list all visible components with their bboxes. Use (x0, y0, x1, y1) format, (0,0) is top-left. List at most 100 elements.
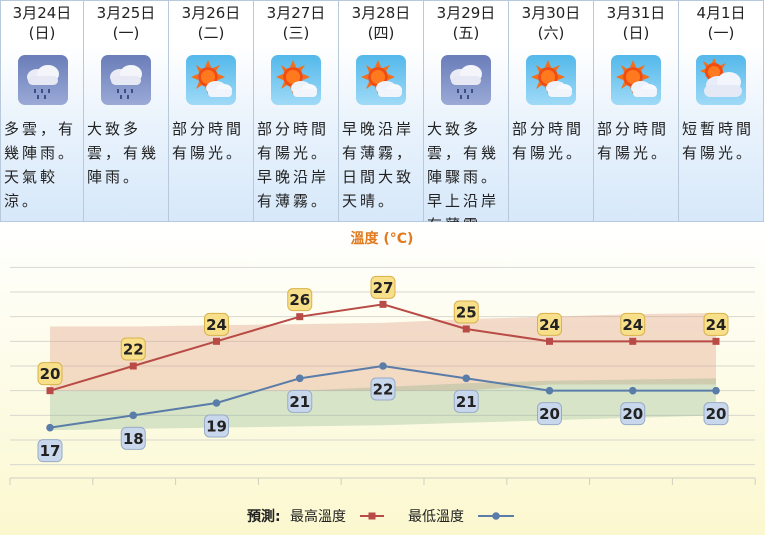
min-temp-label-box (204, 414, 229, 438)
min-temp-point (129, 411, 138, 420)
forecast-description: 部分時間有陽光。 (512, 120, 585, 162)
forecast-weekday: (二) (197, 24, 225, 42)
min-temp-label-box (120, 426, 146, 450)
min-temp-point (379, 362, 387, 370)
min-temp-point (212, 399, 221, 407)
min-temp-label: 20 (539, 405, 560, 423)
min-temp-label-box (37, 439, 63, 463)
forecast-description: 短暫時間有陽光。 (682, 120, 755, 162)
forecast-weekday: (四) (367, 24, 395, 42)
min-temp-label: 17 (40, 442, 61, 460)
min-temp-label-box (703, 402, 729, 426)
max-temp-label: 24 (206, 316, 227, 334)
forecast-day: 3月29日 (五) 大致多雲，有幾陣驟雨。早上沿岸有薄霧。 (424, 0, 509, 234)
sun-cloud-icon (611, 55, 661, 105)
forecast-day: 3月27日 (三) 部分時間有陽光。早晚沿岸有薄霧。 (254, 0, 339, 222)
max-temp-label-box (204, 312, 229, 336)
max-temp-label: 20 (40, 365, 61, 383)
min-temp-point (46, 423, 54, 432)
max-temp-point (296, 313, 304, 321)
forecast-description: 早晚沿岸有薄霧，日間大致天晴。 (342, 120, 415, 210)
max-temp-label: 24 (622, 316, 643, 334)
forecast-description: 部分時間有陽光。早晚沿岸有薄霧。 (257, 120, 330, 210)
max-temp-point (546, 337, 553, 345)
min-temp-point (462, 374, 471, 383)
max-temp-label: 25 (456, 304, 477, 322)
forecast-date: 3月28日 (351, 4, 411, 22)
min-temp-label: 20 (706, 405, 727, 423)
min-temp-label: 19 (206, 418, 227, 436)
min-temp-label-box (287, 389, 313, 413)
max-temp-point (129, 362, 137, 370)
max-temp-label: 27 (373, 279, 394, 297)
forecast-day: 3月26日 (二) 部分時間有陽光。 (169, 0, 254, 222)
forecast-weekday: (三) (282, 24, 310, 42)
sun-big-cloud-icon (696, 55, 746, 105)
legend-prefix: 預測: (247, 508, 281, 525)
max-temp-label-box (703, 312, 729, 336)
forecast-description: 多雲，有幾陣雨。天氣較涼。 (4, 120, 77, 210)
chart-svg: 溫度 (°C) 20 22 24 26 27 25 24 24 24 17 18 19 21 22 21 20 2… (0, 222, 765, 535)
max-temp-label: 22 (123, 341, 144, 359)
forecast-date: 3月24日 (12, 4, 72, 22)
forecast-weekday: (日) (28, 24, 56, 42)
max-temp-label: 24 (706, 316, 727, 334)
max-temp-label-box (287, 288, 313, 312)
forecast-weekday: (日) (622, 24, 650, 42)
forecast-weekday: (六) (537, 24, 565, 42)
forecast-strip: 3月24日 (日) 多雲，有幾陣雨。天氣較涼。 3月25日 (一) (0, 0, 765, 234)
legend-min-label: 最低溫度 (408, 509, 464, 525)
min-temp-label: 22 (373, 381, 394, 399)
max-temp-label-box (370, 275, 396, 299)
min-temp-point (545, 386, 554, 395)
max-temp-point (46, 387, 54, 395)
forecast-weekday: (五) (452, 24, 480, 42)
max-temp-label-box (120, 337, 146, 361)
forecast-date: 3月25日 (96, 4, 156, 22)
forecast-description: 大致多雲，有幾陣驟雨。早上沿岸有薄霧。 (427, 120, 500, 234)
min-temp-label-box (453, 389, 479, 413)
temperature-chart: 溫度 (°C) 20 22 24 26 27 25 24 24 24 17 18 19 21 22 21 20 2… (0, 222, 765, 535)
forecast-weekday: (一) (112, 24, 140, 42)
min-temp-label-box (537, 402, 562, 426)
max-temp-label: 24 (539, 316, 560, 334)
max-temp-label-box (453, 300, 479, 324)
min-temp-label: 18 (123, 430, 144, 448)
chart-title: 溫度 (°C) (351, 230, 414, 247)
max-temp-point (462, 325, 470, 333)
max-temp-label-box (37, 362, 63, 386)
forecast-description: 大致多雲，有幾陣雨。 (87, 120, 160, 186)
cloud-rain-icon (441, 55, 491, 105)
legend-min-marker (492, 512, 500, 520)
cloud-rain-icon (101, 55, 151, 105)
forecast-date: 3月27日 (266, 4, 326, 22)
max-temp-point (712, 337, 720, 345)
min-temp-label: 21 (289, 393, 310, 411)
min-temp-point (712, 386, 720, 395)
forecast-day: 4月1日 (一) 短暫時間有陽光。 (679, 0, 764, 222)
forecast-weekday: (一) (707, 24, 735, 42)
forecast-description: 部分時間有陽光。 (597, 120, 670, 162)
sun-cloud-icon (271, 55, 321, 105)
forecast-date: 4月1日 (696, 4, 746, 22)
max-temp-label-box (620, 312, 646, 336)
max-temp-point (213, 337, 220, 345)
forecast-day: 3月28日 (四) 早晚沿岸有薄霧，日間大致天晴。 (339, 0, 424, 222)
max-temp-point (629, 337, 637, 345)
forecast-day: 3月25日 (一) 大致多雲，有幾陣雨。 (84, 0, 169, 222)
sun-cloud-icon (186, 55, 236, 105)
max-temp-label-box (537, 312, 562, 336)
legend-max-marker (368, 512, 376, 520)
forecast-date: 3月26日 (181, 4, 241, 22)
forecast-day: 3月30日 (六) 部分時間有陽光。 (509, 0, 594, 222)
min-temp-point (628, 386, 637, 395)
forecast-day: 3月31日 (日) 部分時間有陽光。 (594, 0, 679, 222)
sun-cloud-icon (356, 55, 406, 105)
forecast-date: 3月31日 (606, 4, 666, 22)
forecast-day: 3月24日 (日) 多雲，有幾陣雨。天氣較涼。 (0, 0, 84, 222)
cloud-rain-icon (18, 55, 68, 105)
legend-max-label: 最高溫度 (290, 508, 346, 525)
forecast-date: 3月29日 (436, 4, 496, 22)
min-temp-label: 21 (456, 393, 477, 411)
max-temp-point (379, 300, 387, 308)
